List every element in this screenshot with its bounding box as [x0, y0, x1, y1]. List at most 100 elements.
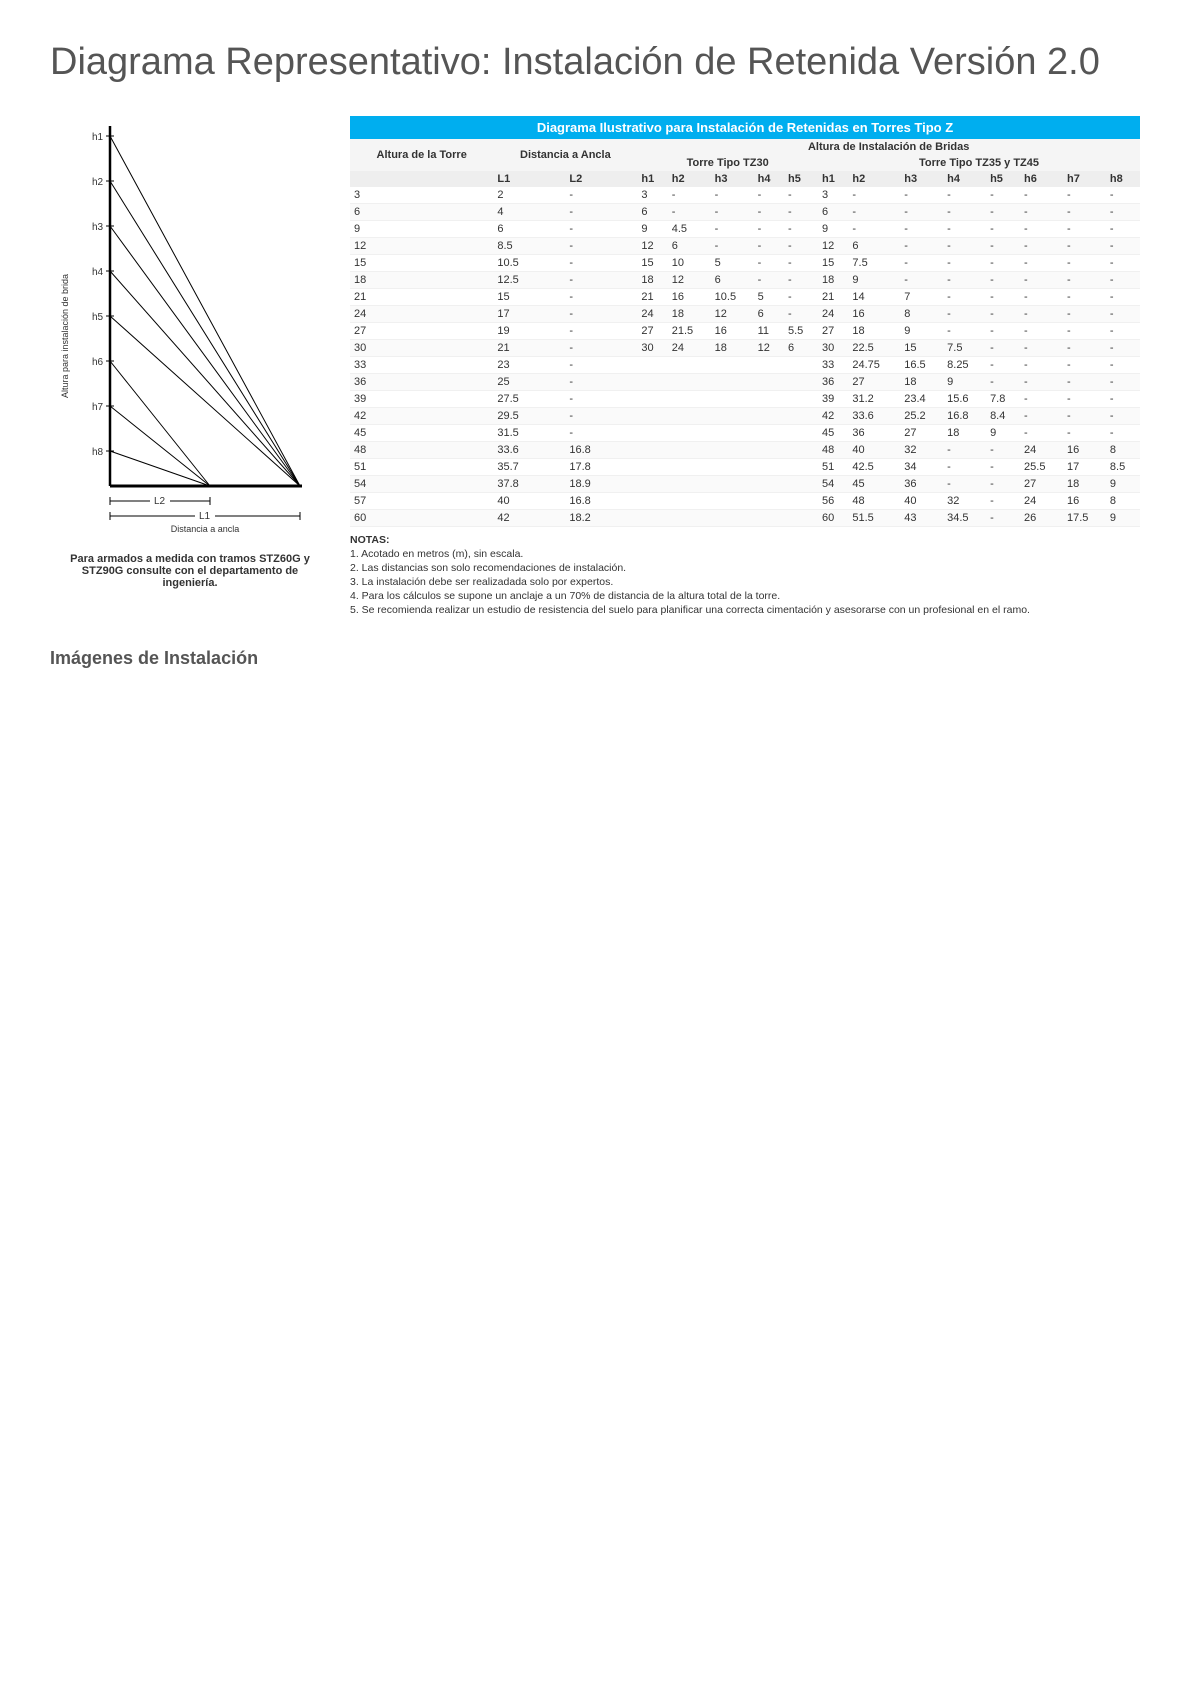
table-cell: -	[1106, 356, 1140, 373]
table-cell: -	[1020, 322, 1063, 339]
header-altura-bridas: Altura de Instalación de Bridas	[637, 139, 1140, 155]
table-cell: 5	[754, 288, 784, 305]
table-cell	[754, 492, 784, 509]
table-cell	[711, 509, 754, 526]
table-cell: 5.5	[784, 322, 818, 339]
table-cell: 27	[900, 424, 943, 441]
header-altura-torre: Altura de la Torre	[350, 139, 493, 171]
table-cell: 9	[350, 220, 493, 237]
col-header: h2	[848, 171, 900, 187]
table-cell: -	[986, 187, 1020, 204]
table-cell: 45	[350, 424, 493, 441]
table-cell: 15	[637, 254, 667, 271]
table-cell: -	[565, 220, 637, 237]
table-cell	[668, 475, 711, 492]
table-row: 1510.5-15105--157.5------	[350, 254, 1140, 271]
table-cell: -	[943, 441, 986, 458]
table-cell: -	[986, 475, 1020, 492]
table-cell: -	[848, 203, 900, 220]
diagram-column: h1 h2 h3 h4 h5 h6 h7 h8	[50, 116, 330, 618]
table-cell: -	[754, 254, 784, 271]
table-cell: 15	[493, 288, 565, 305]
table-row: 96-94.5---9-------	[350, 220, 1140, 237]
table-row: 3323-3324.7516.58.25----	[350, 356, 1140, 373]
table-cell: -	[565, 424, 637, 441]
table-cell: 6	[350, 203, 493, 220]
table-cell: -	[565, 305, 637, 322]
table-cell: 16.8	[565, 441, 637, 458]
table-cell: 2	[493, 187, 565, 204]
notes-title: NOTAS:	[350, 534, 389, 546]
table-cell: 27.5	[493, 390, 565, 407]
table-cell: -	[784, 271, 818, 288]
table-row: 604218.26051.54334.5-2617.59	[350, 509, 1140, 526]
table-cell: 6	[818, 203, 848, 220]
col-header: h6	[1020, 171, 1063, 187]
svg-text:h8: h8	[92, 447, 104, 458]
table-cell: -	[900, 254, 943, 271]
table-cell: 24	[1020, 441, 1063, 458]
table-cell: 16.8	[943, 407, 986, 424]
table-cell	[637, 407, 667, 424]
table-cell: 31.2	[848, 390, 900, 407]
table-cell: -	[1020, 407, 1063, 424]
table-cell: 9	[943, 373, 986, 390]
svg-text:Distancia a ancla: Distancia a ancla	[171, 524, 240, 534]
col-header: h1	[818, 171, 848, 187]
table-cell: -	[1020, 390, 1063, 407]
table-cell: 36	[848, 424, 900, 441]
table-row: 5437.818.9544536--27189	[350, 475, 1140, 492]
table-cell: -	[711, 237, 754, 254]
table-cell: -	[1106, 390, 1140, 407]
table-cell: 6	[637, 203, 667, 220]
table-cell	[784, 441, 818, 458]
table-row: 4229.5-4233.625.216.88.4---	[350, 407, 1140, 424]
note-item: 4. Para los cálculos se supone un anclaj…	[350, 589, 1140, 603]
guy-wire-diagram: h1 h2 h3 h4 h5 h6 h7 h8	[50, 116, 330, 536]
table-column: Diagrama Ilustrativo para Instalación de…	[350, 116, 1140, 618]
table-cell: 19	[493, 322, 565, 339]
page-title: Diagrama Representativo: Instalación de …	[50, 40, 1140, 86]
table-cell: 3	[818, 187, 848, 204]
table-cell: 39	[818, 390, 848, 407]
table-cell: -	[1106, 220, 1140, 237]
table-cell: -	[848, 220, 900, 237]
table-cell: -	[754, 237, 784, 254]
table-cell: 27	[637, 322, 667, 339]
table-row: 5135.717.85142.534--25.5178.5	[350, 458, 1140, 475]
table-cell	[711, 373, 754, 390]
table-cell: -	[1106, 407, 1140, 424]
col-header: h3	[711, 171, 754, 187]
table-cell: 4.5	[668, 220, 711, 237]
table-cell: 6	[848, 237, 900, 254]
table-row: 2115-211610.55-21147-----	[350, 288, 1140, 305]
table-cell	[754, 458, 784, 475]
table-cell: -	[986, 509, 1020, 526]
table-cell: -	[1020, 288, 1063, 305]
table-cell	[784, 509, 818, 526]
table-cell: 10	[668, 254, 711, 271]
table-cell: 25.5	[1020, 458, 1063, 475]
table-cell: -	[565, 390, 637, 407]
table-cell: -	[565, 187, 637, 204]
table-cell: 8.4	[986, 407, 1020, 424]
table-cell: 30	[818, 339, 848, 356]
table-cell: 9	[1106, 509, 1140, 526]
table-cell	[668, 356, 711, 373]
table-cell: -	[1106, 339, 1140, 356]
note-item: 5. Se recomienda realizar un estudio de …	[350, 603, 1140, 617]
table-cell: -	[565, 203, 637, 220]
table-cell: 40	[848, 441, 900, 458]
table-cell: 18	[711, 339, 754, 356]
column-headers: L1L2h1h2h3h4h5h1h2h3h4h5h6h7h8	[350, 171, 1140, 187]
table-cell: 12	[754, 339, 784, 356]
svg-text:h7: h7	[92, 402, 104, 413]
table-cell: 17	[1063, 458, 1106, 475]
table-cell: 37.8	[493, 475, 565, 492]
table-row: 2417-2418126-24168-----	[350, 305, 1140, 322]
table-cell: 18	[668, 305, 711, 322]
table-cell: 15.6	[943, 390, 986, 407]
table-cell	[784, 390, 818, 407]
table-cell	[754, 356, 784, 373]
table-cell: 16.8	[565, 492, 637, 509]
